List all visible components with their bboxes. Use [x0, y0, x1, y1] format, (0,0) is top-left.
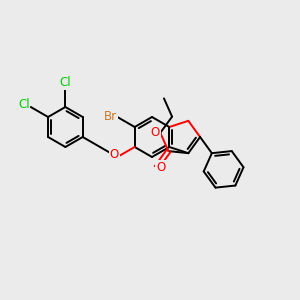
Text: Br: Br — [104, 110, 117, 122]
Text: Cl: Cl — [60, 76, 71, 89]
Text: O: O — [156, 161, 165, 174]
Text: O: O — [151, 126, 160, 139]
Text: O: O — [110, 148, 119, 160]
Text: Cl: Cl — [18, 98, 30, 112]
